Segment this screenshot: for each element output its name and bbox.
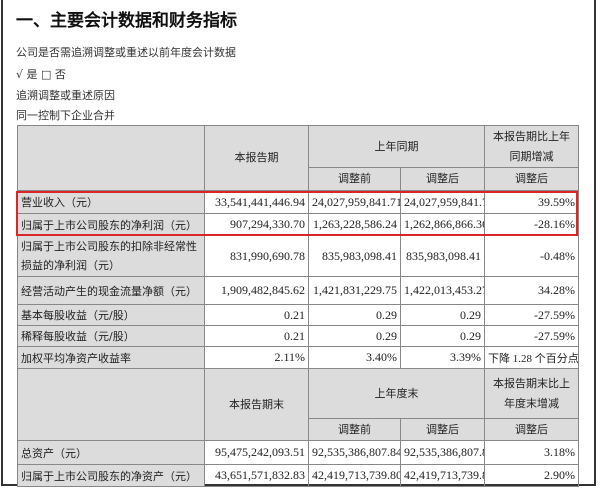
restatement-reason-label: 追溯调整或重述原因 [16, 89, 115, 102]
change-value: 下降 1.28 个百分点 [484, 346, 579, 369]
after-value: 0.29 [400, 325, 485, 347]
row-label: 归属于上市公司股东的净利润（元） [17, 213, 205, 236]
row-label: 归属于上市公司股东的扣除非经常性损益的净利润（元） [17, 235, 205, 277]
row-label: 归属于上市公司股东的净资产（元） [17, 464, 205, 487]
current-value: 33,541,441,446.94 [204, 190, 309, 214]
current-value: 0.21 [204, 325, 309, 347]
header-current-end: 本报告期末 [204, 368, 309, 441]
current-value: 0.21 [204, 304, 309, 326]
current-value: 95,475,242,093.51 [204, 440, 309, 465]
after-value: 3.39% [400, 346, 485, 369]
before-value: 835,983,098.41 [308, 235, 401, 277]
header-blank [17, 125, 205, 191]
restatement-reason: 同一控制下企业合并 [16, 109, 115, 122]
change-value: -28.16% [484, 213, 579, 236]
before-value: 0.29 [308, 304, 401, 326]
table-row: 归属于上市公司股东的净利润（元） 907,294,330.70 1,263,22… [17, 213, 579, 236]
change-value: 39.59% [484, 190, 579, 214]
header-before: 调整前 [308, 418, 401, 441]
table-row: 加权平均净资产收益率 2.11% 3.40% 3.39% 下降 1.28 个百分… [17, 346, 579, 369]
before-value: 92,535,386,807.84 [308, 440, 401, 465]
before-value: 3.40% [308, 346, 401, 369]
change-value: 2.90% [484, 464, 579, 487]
before-value: 42,419,713,739.80 [308, 464, 401, 487]
change-value: -27.59% [484, 325, 579, 347]
current-value: 1,909,482,845.62 [204, 276, 309, 305]
before-value: 1,421,831,229.75 [308, 276, 401, 305]
table-row: 总资产（元） 95,475,242,093.51 92,535,386,807.… [17, 440, 579, 465]
after-value: 24,027,959,841.71 [400, 190, 485, 214]
current-value: 907,294,330.70 [204, 213, 309, 236]
row-label: 稀释每股收益（元/股） [17, 325, 205, 347]
after-value: 1,262,866,866.36 [400, 213, 485, 236]
change-value: -0.48% [484, 235, 579, 277]
header-prior: 上年同期 [308, 125, 485, 168]
after-value: 0.29 [400, 304, 485, 326]
before-value: 1,263,228,586.24 [308, 213, 401, 236]
table-row: 归属于上市公司股东的扣除非经常性损益的净利润（元） 831,990,690.78… [17, 235, 579, 277]
header-change-after: 调整后 [484, 167, 579, 191]
change-value: 34.28% [484, 276, 579, 305]
after-value: 1,422,013,453.27 [400, 276, 485, 305]
financial-indicators-table: 本报告期 上年同期 本报告期比上年同期增减 调整前 调整后 调整后 营业收入（元… [17, 125, 579, 487]
table-row: 稀释每股收益（元/股） 0.21 0.29 0.29 -27.59% [17, 325, 579, 347]
change-value: -27.59% [484, 304, 579, 326]
table-row: 经营活动产生的现金流量净额（元） 1,909,482,845.62 1,421,… [17, 276, 579, 305]
table-row: 归属于上市公司股东的净资产（元） 43,651,571,832.83 42,41… [17, 464, 579, 487]
header-before: 调整前 [308, 167, 401, 191]
header-change-end: 本报告期末比上年度末增减 [484, 368, 579, 419]
row-label: 总资产（元） [17, 440, 205, 465]
restatement-answer: √ 是 □ 否 [16, 68, 66, 81]
table-row: 基本每股收益（元/股） 0.21 0.29 0.29 -27.59% [17, 304, 579, 326]
table-row: 营业收入（元） 33,541,441,446.94 24,027,959,841… [17, 190, 579, 214]
after-value: 92,535,386,807.84 [400, 440, 485, 465]
before-value: 24,027,959,841.71 [308, 190, 401, 214]
row-label: 经营活动产生的现金流量净额（元） [17, 276, 205, 305]
row-label: 营业收入（元） [17, 190, 205, 214]
current-value: 43,651,571,832.83 [204, 464, 309, 487]
restatement-question: 公司是否需追溯调整或重述以前年度会计数据 [16, 46, 236, 59]
header-change: 本报告期比上年同期增减 [484, 125, 579, 168]
header-blank [17, 368, 205, 441]
header-after: 调整后 [400, 167, 485, 191]
header-after: 调整后 [400, 418, 485, 441]
change-value: 3.18% [484, 440, 579, 465]
header-change-after: 调整后 [484, 418, 579, 441]
row-label: 加权平均净资产收益率 [17, 346, 205, 369]
current-value: 2.11% [204, 346, 309, 369]
section-heading: 一、主要会计数据和财务指标 [16, 11, 237, 31]
header-current: 本报告期 [204, 125, 309, 191]
current-value: 831,990,690.78 [204, 235, 309, 277]
after-value: 835,983,098.41 [400, 235, 485, 277]
before-value: 0.29 [308, 325, 401, 347]
after-value: 42,419,713,739.80 [400, 464, 485, 487]
header-prior-year-end: 上年度末 [308, 368, 485, 419]
row-label: 基本每股收益（元/股） [17, 304, 205, 326]
